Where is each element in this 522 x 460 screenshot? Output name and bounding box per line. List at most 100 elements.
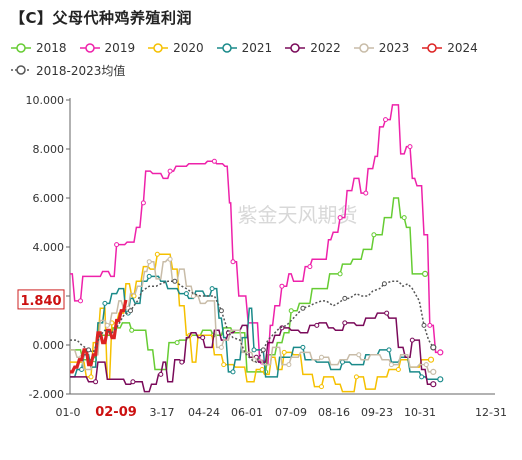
data-point xyxy=(340,359,345,365)
x-tick-label: 06-01 xyxy=(231,406,263,419)
data-point xyxy=(260,347,266,353)
data-point xyxy=(388,362,394,368)
legend-label: 2023 xyxy=(378,41,410,55)
data-point xyxy=(179,359,185,365)
data-point xyxy=(286,362,292,368)
legend-label: 2020 xyxy=(173,41,204,55)
series-2024 xyxy=(70,299,128,374)
data-point xyxy=(419,374,425,380)
data-point xyxy=(337,215,343,221)
x-tick-label: 12-31 xyxy=(475,406,507,419)
legend-swatch-icon xyxy=(11,43,31,53)
data-point xyxy=(146,273,152,279)
legend-item[interactable]: 2018 xyxy=(10,40,67,56)
data-point xyxy=(154,251,160,257)
legend-swatch-icon xyxy=(353,43,374,53)
data-point xyxy=(409,337,415,343)
data-point xyxy=(167,168,173,174)
data-point xyxy=(437,376,444,383)
data-point xyxy=(386,347,392,353)
data-point xyxy=(363,190,369,196)
data-point xyxy=(307,264,313,270)
data-point xyxy=(128,308,133,314)
legend-swatch-icon xyxy=(216,43,237,53)
series-2022 xyxy=(70,310,437,393)
data-point xyxy=(259,367,265,372)
series-line xyxy=(70,299,128,374)
x-tick-label: 09-23 xyxy=(361,406,393,419)
series-line xyxy=(70,275,441,381)
data-point xyxy=(421,322,427,328)
data-point xyxy=(140,200,146,206)
series-line xyxy=(70,104,441,366)
legend-swatch-icon xyxy=(285,43,306,53)
data-point xyxy=(218,308,224,314)
data-point xyxy=(86,347,92,353)
data-point xyxy=(430,344,437,351)
data-point xyxy=(88,374,94,380)
x-tick-label: 08-16 xyxy=(318,406,350,419)
data-point xyxy=(129,327,135,333)
x-tick-label: 10-31 xyxy=(404,406,436,419)
data-point xyxy=(167,256,173,262)
y-tick-label: 8.000 xyxy=(33,143,65,156)
legend-item[interactable]: 2023 xyxy=(353,40,410,56)
legend-item[interactable]: 2024 xyxy=(421,40,478,56)
y-tick-label: 6.000 xyxy=(33,192,65,205)
data-point xyxy=(353,374,359,380)
y-tick-label: -2.000 xyxy=(29,388,64,401)
data-point xyxy=(200,335,206,341)
legend-item[interactable]: 2019 xyxy=(79,40,136,56)
series-line xyxy=(70,280,434,364)
x-tick-label: 07-09 xyxy=(275,406,307,419)
data-point xyxy=(174,340,180,346)
legend-label: 2019 xyxy=(104,41,136,55)
legend-label: 2022 xyxy=(310,41,341,55)
data-point xyxy=(319,384,324,390)
data-point xyxy=(230,369,236,375)
y-tick-label: 0.000 xyxy=(33,339,65,352)
legend-swatch-icon xyxy=(422,43,443,53)
data-point xyxy=(146,259,152,265)
legend-item[interactable]: 2022 xyxy=(284,40,341,56)
legend-item[interactable]: 2021 xyxy=(216,40,273,56)
legend-item[interactable]: 2020 xyxy=(147,40,204,56)
legend-item[interactable]: 2018-2023均值 xyxy=(10,62,125,78)
data-point xyxy=(407,144,413,150)
data-point xyxy=(102,300,108,306)
data-point xyxy=(211,158,217,164)
data-point xyxy=(401,215,407,221)
data-point xyxy=(190,293,196,299)
legend-label: 2018-2023均值 xyxy=(36,63,126,78)
data-point xyxy=(342,320,348,326)
data-point xyxy=(383,117,388,123)
data-point xyxy=(356,352,362,358)
series-2019 xyxy=(70,104,444,366)
legend-swatch-icon xyxy=(148,43,169,53)
watermark: 紫金天风期货 xyxy=(238,203,358,227)
data-point xyxy=(281,349,287,355)
y-tick-label: 10.000 xyxy=(26,94,65,107)
x-tick-label: 04-24 xyxy=(188,406,220,419)
data-point xyxy=(172,278,178,284)
series-2018-2023均值 xyxy=(70,278,437,364)
legend-swatch-icon xyxy=(11,65,31,75)
x-tick-label: 3-17 xyxy=(150,406,175,419)
data-point xyxy=(300,305,306,311)
data-point xyxy=(427,322,433,328)
data-point xyxy=(342,295,348,301)
data-point xyxy=(218,344,224,350)
data-point xyxy=(384,310,390,316)
legend-label: 2021 xyxy=(241,41,273,55)
data-point xyxy=(422,270,429,277)
data-point xyxy=(288,308,294,314)
series-line xyxy=(70,197,426,373)
legend: 2018 2019 2020 2021 2022 2023 2024 2018-2023均值 xyxy=(10,40,515,78)
data-point xyxy=(104,322,110,328)
data-point xyxy=(221,362,227,368)
legend-label: 2018 xyxy=(36,41,67,55)
data-point xyxy=(78,298,83,304)
data-point xyxy=(114,242,120,248)
x-tick-label: 02-09 xyxy=(95,405,137,420)
